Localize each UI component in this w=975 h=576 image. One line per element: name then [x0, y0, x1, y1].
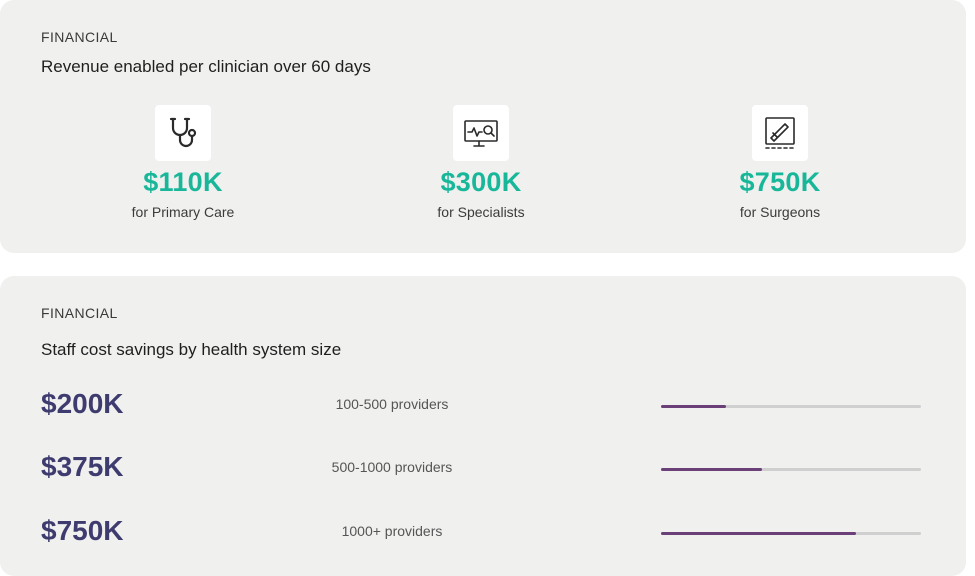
savings-row: $750K 1000+ providers: [0, 513, 966, 553]
progress-track: [661, 405, 921, 408]
progress-track: [661, 468, 921, 471]
metric-value: $300K: [440, 167, 522, 197]
revenue-eyebrow: FINANCIAL: [41, 29, 118, 45]
metric-surgeons: $750K for Surgeons: [660, 105, 900, 220]
metric-primary-care: $110K for Primary Care: [63, 105, 303, 220]
stethoscope-icon: [155, 105, 211, 161]
savings-label: 100-500 providers: [335, 396, 449, 412]
savings-value: $375K: [41, 451, 124, 482]
progress-track: [661, 532, 921, 535]
savings-row: $200K 100-500 providers: [0, 386, 966, 426]
savings-label: 500-1000 providers: [331, 459, 453, 475]
savings-title: Staff cost savings by health system size: [41, 340, 342, 359]
metric-specialists: $300K for Specialists: [361, 105, 601, 220]
progress-fill: [661, 468, 763, 471]
savings-label: 1000+ providers: [341, 523, 443, 539]
savings-value: $200K: [41, 388, 124, 419]
savings-eyebrow: FINANCIAL: [41, 305, 118, 321]
progress-fill: [661, 532, 856, 535]
revenue-title: Revenue enabled per clinician over 60 da…: [41, 57, 371, 76]
savings-row: $375K 500-1000 providers: [0, 449, 966, 489]
metric-value: $750K: [739, 167, 821, 197]
progress-fill: [661, 405, 726, 408]
savings-value: $750K: [41, 515, 124, 546]
savings-card: FINANCIAL Staff cost savings by health s…: [0, 276, 966, 576]
metric-label: for Specialists: [437, 204, 525, 220]
monitor-search-icon: [453, 105, 509, 161]
metric-label: for Primary Care: [131, 204, 235, 220]
revenue-card: FINANCIAL Revenue enabled per clinician …: [0, 0, 966, 253]
scalpel-icon: [752, 105, 808, 161]
metric-value: $110K: [143, 167, 223, 197]
metric-label: for Surgeons: [739, 204, 821, 220]
